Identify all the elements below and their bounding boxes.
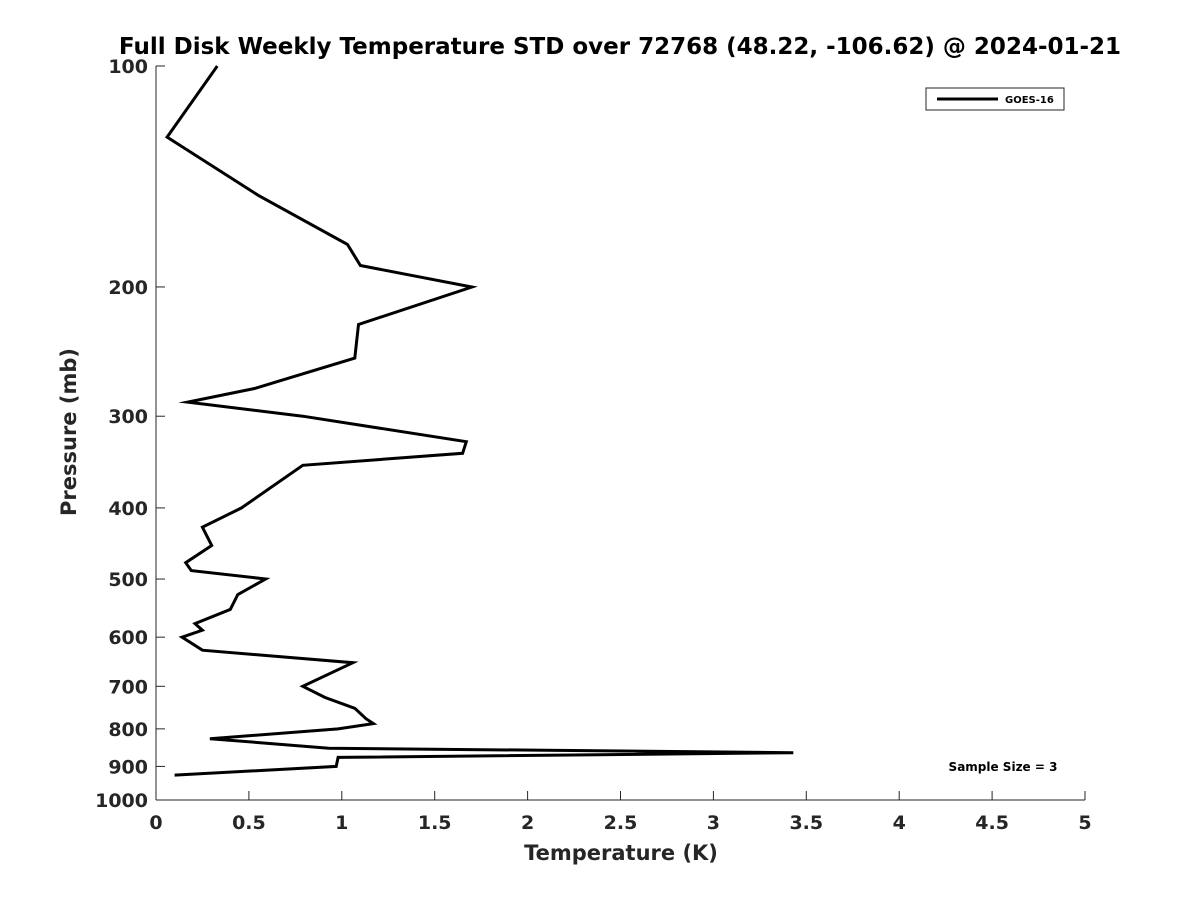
x-tick-label: 2 xyxy=(521,812,534,834)
chart-title: Full Disk Weekly Temperature STD over 72… xyxy=(119,34,1121,60)
x-tick-label: 5 xyxy=(1078,812,1091,834)
x-tick-label: 4 xyxy=(893,812,906,834)
y-tick-label: 900 xyxy=(108,756,148,778)
legend: GOES-16 xyxy=(925,87,1065,111)
y-tick-label: 800 xyxy=(108,719,148,741)
y-tick-label: 700 xyxy=(108,676,148,698)
y-tick-label: 100 xyxy=(108,56,148,78)
x-tick-label: 3.5 xyxy=(789,812,823,834)
x-tick-label: 2.5 xyxy=(604,812,638,834)
x-tick-label: 1.5 xyxy=(418,812,452,834)
series-layer xyxy=(164,65,794,777)
legend-label: GOES-16 xyxy=(1005,95,1054,106)
ticks: 0 0.5 1 1.5 2 2.5 3 3.5 4 4.5 5 100 200 300 400 500 600 7… xyxy=(95,56,1092,834)
x-tick-label: 0.5 xyxy=(232,812,266,834)
x-tick-label: 1 xyxy=(335,812,348,834)
series-line-0 xyxy=(164,65,794,777)
y-tick-label: 1000 xyxy=(95,790,148,812)
x-tick-label: 3 xyxy=(707,812,720,834)
x-tick-label: 4.5 xyxy=(975,812,1009,834)
y-tick-label: 300 xyxy=(108,406,148,428)
y-tick-label: 600 xyxy=(108,627,148,649)
y-tick-label: 400 xyxy=(108,498,148,520)
x-axis-label: Temperature (K) xyxy=(524,841,718,865)
y-tick-label: 200 xyxy=(108,277,148,299)
x-tick-label: 0 xyxy=(149,812,162,834)
axes xyxy=(155,66,1085,801)
sample-size-annotation: Sample Size = 3 xyxy=(949,760,1058,774)
y-axis-label: Pressure (mb) xyxy=(57,348,81,516)
y-tick-label: 500 xyxy=(108,569,148,591)
